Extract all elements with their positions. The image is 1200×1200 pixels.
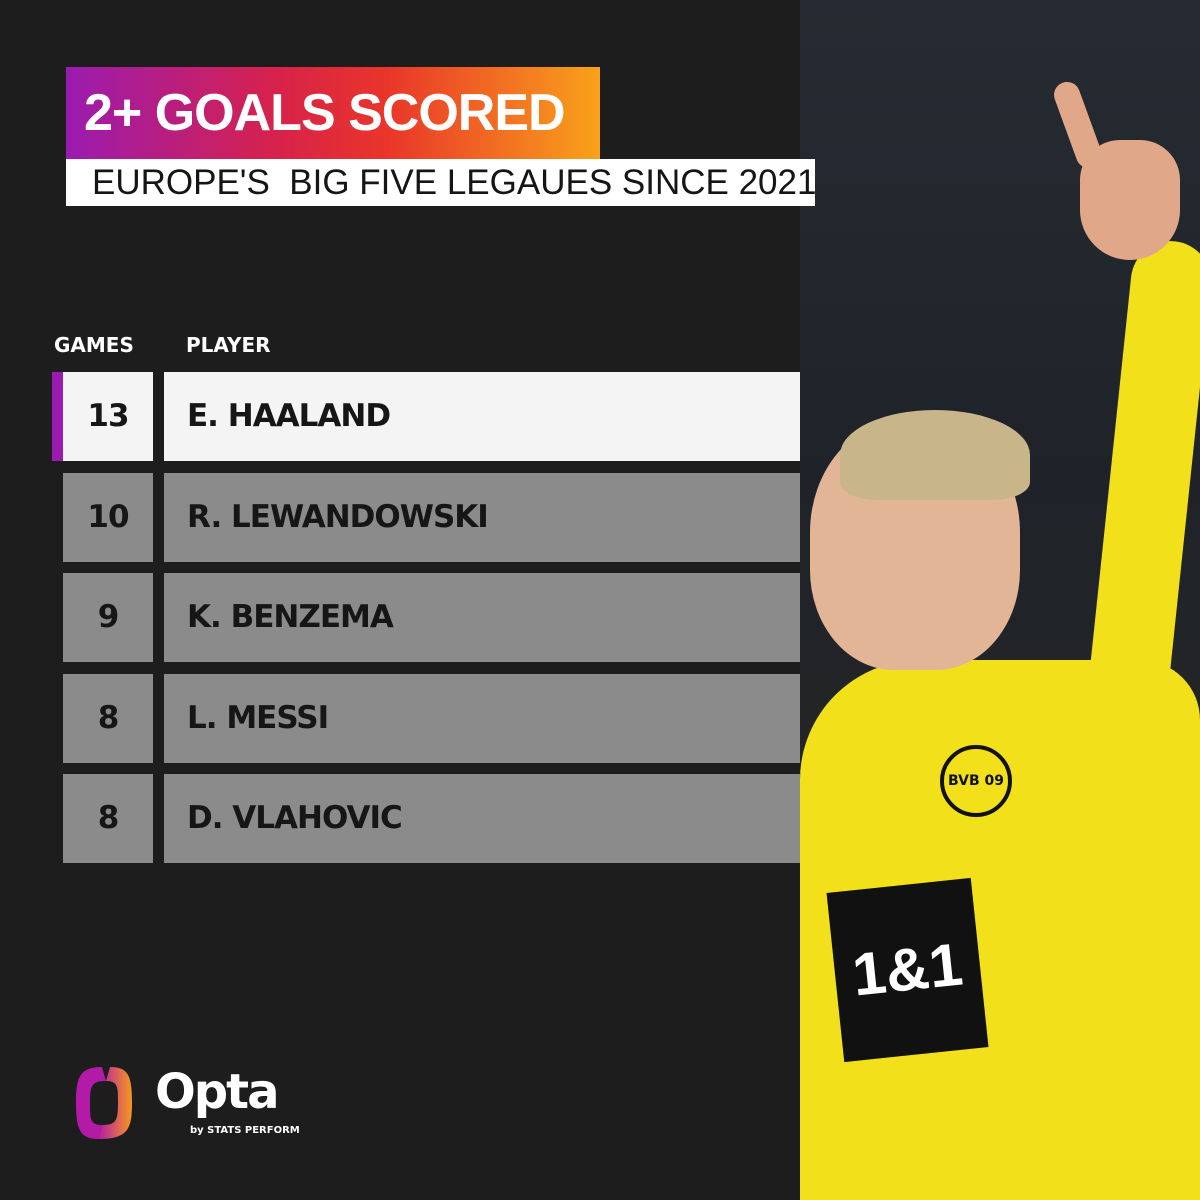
player-cell: D. VLAHOVIC: [164, 774, 800, 863]
table-row: 9 K. BENZEMA: [52, 573, 800, 662]
player-cell: R. LEWANDOWSKI: [164, 472, 800, 562]
photo-arm: [1085, 237, 1200, 723]
highlight-accent-bar: [52, 372, 63, 461]
player-cell: K. BENZEMA: [164, 573, 800, 662]
table-row: 8 L. MESSI: [52, 673, 800, 763]
games-cell: 10: [63, 472, 153, 562]
chart-subtitle: EUROPE'S BIG FIVE LEGAUES SINCE 2021: [66, 159, 816, 206]
photo-hair: [840, 410, 1030, 500]
games-cell: 9: [63, 573, 153, 662]
opta-wordmark: Opta: [155, 1064, 279, 1120]
table-row: 8 D. VLAHOVIC: [52, 774, 800, 863]
opta-tagline: by STATS PERFORM: [190, 1125, 300, 1136]
club-badge: BVB 09: [940, 745, 1012, 817]
column-header-games: GAMES: [54, 333, 134, 357]
photo-hand: [1080, 140, 1180, 260]
player-cell: L. MESSI: [164, 673, 800, 763]
games-cell: 13: [63, 372, 153, 461]
player-cell: E. HAALAND: [164, 372, 800, 461]
games-cell: 8: [63, 774, 153, 863]
shirt-sponsor: 1&1: [826, 877, 989, 1063]
games-cell: 8: [63, 673, 153, 763]
opta-logo-icon: [76, 1067, 132, 1139]
column-header-player: PLAYER: [186, 333, 271, 357]
table-row: 10 R. LEWANDOWSKI: [52, 472, 800, 562]
table-row: 13 E. HAALAND: [52, 372, 800, 461]
player-photo: BVB 09 1&1: [800, 0, 1200, 1200]
chart-title: 2+ GOALS SCORED: [66, 67, 600, 159]
